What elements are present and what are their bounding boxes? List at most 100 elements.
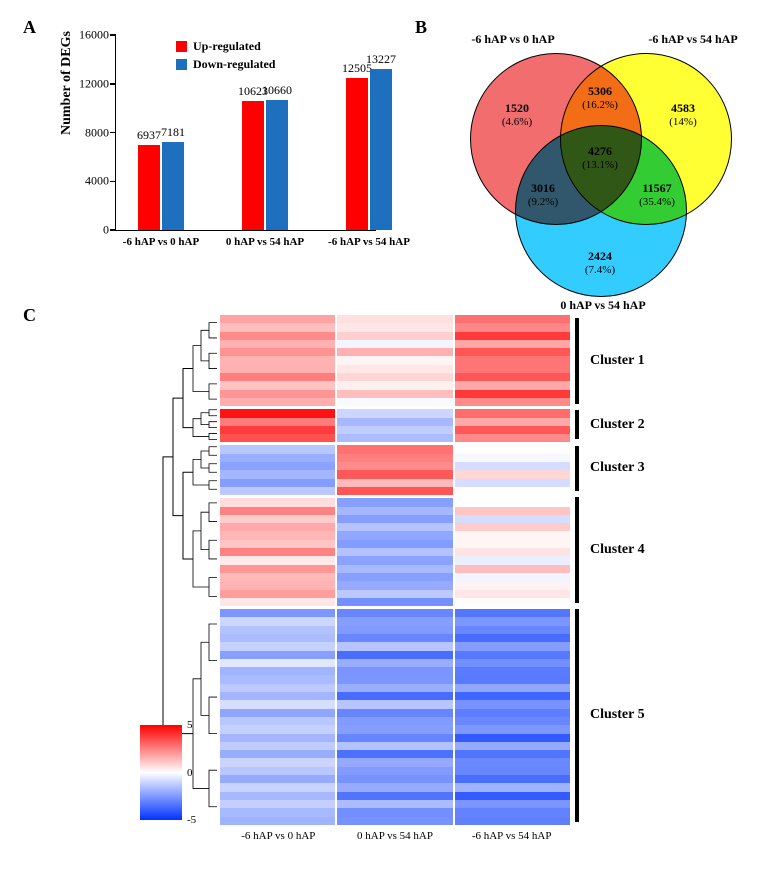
heatmap-cell — [220, 817, 335, 825]
barchart-ticklabel: 4000 — [71, 174, 109, 189]
legend-swatch — [176, 41, 187, 52]
heatmap-column-label: -6 hAP vs 54 hAP — [472, 830, 552, 842]
heatmap-cell — [220, 540, 335, 548]
heatmap-cell — [455, 581, 570, 589]
venn-region-label: 4276(13.1%) — [582, 145, 618, 171]
venn-region-label: 2424(7.4%) — [585, 250, 615, 276]
heatmap-cell — [220, 792, 335, 800]
heatmap-cell — [337, 315, 452, 323]
heatmap-cell — [337, 479, 452, 487]
heatmap-cell — [337, 651, 452, 659]
barchart-ticklabel: 16000 — [71, 28, 109, 43]
heatmap-cell — [455, 709, 570, 717]
heatmap-cell — [455, 348, 570, 356]
heatmap-cell — [455, 462, 570, 470]
heatmap-cell — [220, 717, 335, 725]
legend-item: Up-regulated — [176, 39, 275, 54]
heatmap-cell — [455, 434, 570, 442]
heatmap-cell — [337, 725, 452, 733]
heatmap-cell — [455, 725, 570, 733]
heatmap-cell — [455, 515, 570, 523]
barchart-tick — [110, 181, 116, 183]
heatmap-cell — [455, 692, 570, 700]
heatmap-cell — [337, 498, 452, 506]
heatmap-cell — [455, 642, 570, 650]
heatmap-cell — [220, 356, 335, 364]
barchart: Number of DEGs Up-regulatedDown-regulate… — [70, 35, 390, 255]
heatmap-cell — [220, 332, 335, 340]
heatmap — [220, 315, 570, 825]
heatmap-cell — [337, 409, 452, 417]
heatmap-cell — [337, 750, 452, 758]
bar — [242, 101, 264, 230]
colorbar: 50-5 — [140, 725, 182, 820]
heatmap-cell — [455, 651, 570, 659]
heatmap-cell — [455, 556, 570, 564]
heatmap-cell — [337, 609, 452, 617]
cluster-bar — [575, 410, 579, 440]
heatmap-cell — [455, 523, 570, 531]
heatmap-cell — [220, 426, 335, 434]
heatmap-cell — [337, 487, 452, 495]
heatmap-cell — [337, 426, 452, 434]
heatmap-cell — [337, 700, 452, 708]
heatmap-cell — [455, 548, 570, 556]
heatmap-cell — [337, 348, 452, 356]
heatmap-cell — [455, 507, 570, 515]
heatmap-cell — [337, 709, 452, 717]
bar-value-label: 10660 — [262, 83, 292, 98]
venn-region-label: 11567(35.4%) — [639, 182, 675, 208]
heatmap-cell — [220, 381, 335, 389]
heatmap-cell — [337, 573, 452, 581]
heatmap-cell — [220, 700, 335, 708]
heatmap-cell — [455, 340, 570, 348]
heatmap-cell — [337, 323, 452, 331]
barchart-ticklabel: 0 — [71, 223, 109, 238]
cluster-label: Cluster 2 — [590, 417, 645, 433]
venn-region-label: 5306(16.2%) — [582, 85, 618, 111]
heatmap-cell — [455, 634, 570, 642]
figure: A B Number of DEGs Up-regulatedDown-regu… — [15, 15, 759, 865]
heatmap-cell — [455, 332, 570, 340]
heatmap-cell — [220, 758, 335, 766]
heatmap-cell — [455, 667, 570, 675]
heatmap-cell — [455, 356, 570, 364]
heatmap-cell — [220, 487, 335, 495]
heatmap-cell — [455, 742, 570, 750]
bar — [266, 100, 288, 230]
heatmap-cell — [337, 470, 452, 478]
panel-c: 50-5 -6 hAP vs 0 hAP0 hAP vs 54 hAP-6 hA… — [15, 305, 759, 865]
heatmap-cell — [337, 717, 452, 725]
heatmap-cell — [337, 817, 452, 825]
heatmap-cell — [337, 556, 452, 564]
heatmap-cell — [220, 617, 335, 625]
barchart-tick — [110, 229, 116, 231]
heatmap-cell — [455, 750, 570, 758]
heatmap-cell — [220, 418, 335, 426]
heatmap-cell — [455, 767, 570, 775]
legend-text: Up-regulated — [193, 39, 261, 54]
heatmap-cell — [220, 340, 335, 348]
venn-region-label: 1520(4.6%) — [502, 102, 532, 128]
heatmap-cell — [337, 808, 452, 816]
heatmap-cell — [455, 498, 570, 506]
heatmap-cell — [455, 609, 570, 617]
heatmap-cell — [337, 792, 452, 800]
heatmap-column-label: 0 hAP vs 54 hAP — [357, 830, 433, 842]
cluster-label: Cluster 4 — [590, 542, 645, 558]
colorbar-tick-label: 5 — [187, 719, 193, 731]
barchart-ticklabel: 12000 — [71, 76, 109, 91]
heatmap-cell — [455, 531, 570, 539]
bar — [370, 69, 392, 230]
colorbar-tick-label: 0 — [187, 767, 193, 779]
barchart-plot: Up-regulatedDown-regulated 0400080001200… — [115, 35, 376, 231]
heatmap-cell — [220, 515, 335, 523]
heatmap-column — [220, 315, 335, 825]
heatmap-cell — [220, 609, 335, 617]
heatmap-cell — [220, 507, 335, 515]
heatmap-cell — [455, 409, 570, 417]
heatmap-cell — [455, 426, 570, 434]
heatmap-cell — [220, 725, 335, 733]
heatmap-cell — [220, 573, 335, 581]
heatmap-cell — [220, 409, 335, 417]
